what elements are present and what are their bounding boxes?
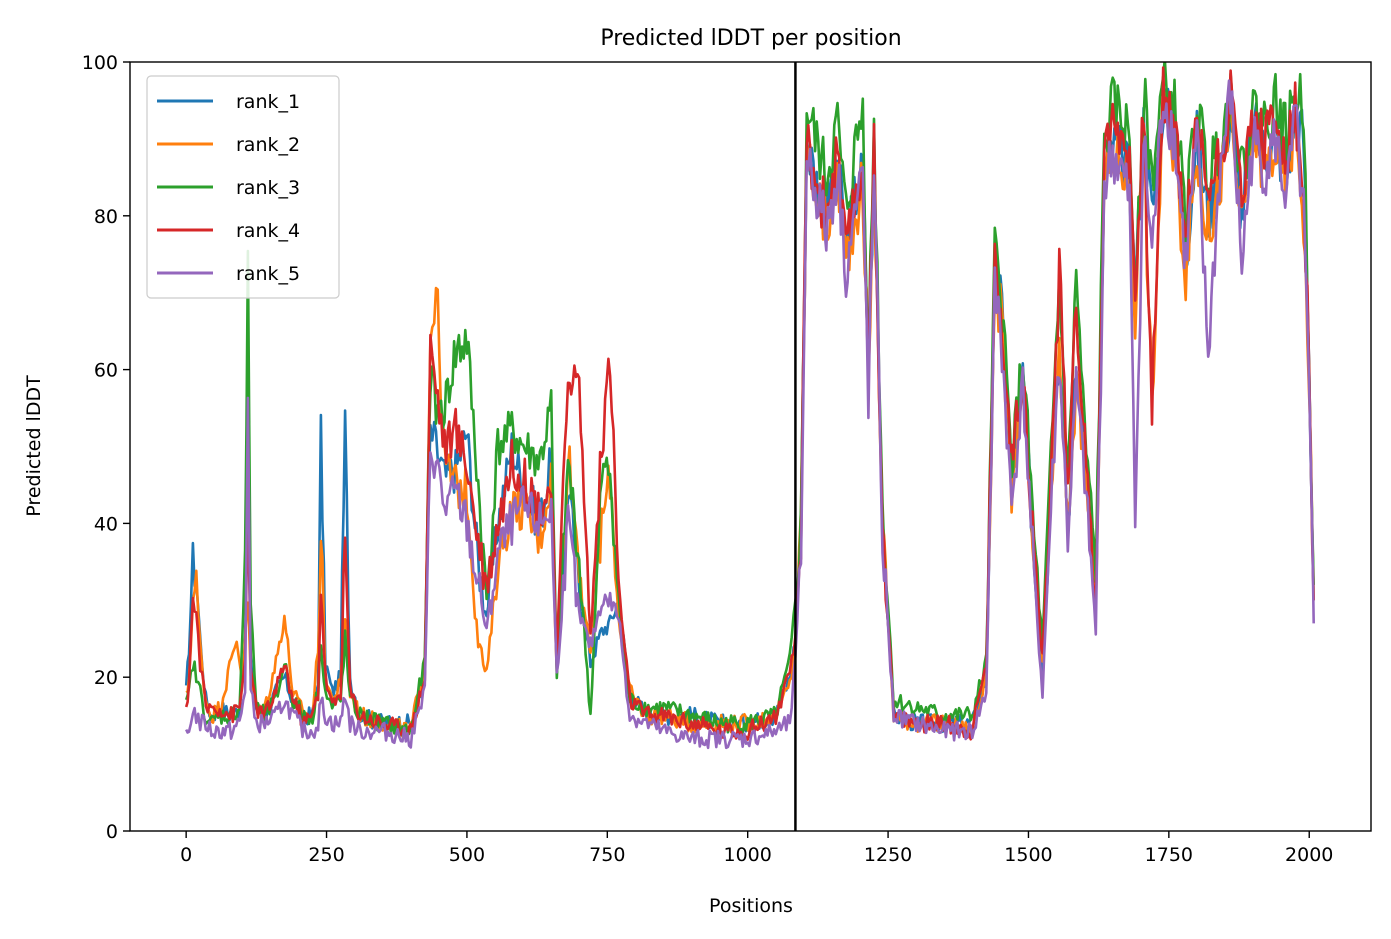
plot-frame <box>129 61 1372 832</box>
legend-label-rank_4: rank_4 <box>236 220 300 242</box>
x-tick-label: 1750 <box>1145 844 1193 866</box>
y-tick-label: 80 <box>94 206 118 228</box>
y-tick-label: 40 <box>94 513 118 535</box>
y-tick-label: 0 <box>106 821 118 843</box>
legend-label-rank_1: rank_1 <box>236 91 300 113</box>
x-tick-label: 500 <box>449 844 485 866</box>
x-tick-label: 2000 <box>1285 844 1333 866</box>
y-axis: 0 20 40 60 80 100 <box>82 52 130 843</box>
x-tick-label: 1000 <box>724 844 772 866</box>
x-tick-label: 0 <box>180 844 192 866</box>
x-tick-label: 750 <box>589 844 625 866</box>
x-tick-label: 1250 <box>864 844 912 866</box>
series-line-rank_5 <box>185 79 1315 750</box>
y-tick-label: 20 <box>94 667 118 689</box>
y-axis-label: Predicted lDDT <box>23 375 45 517</box>
x-tick-label: 1500 <box>1004 844 1052 866</box>
x-axis: 0 250 500 750 1000 1250 1500 1750 2000 <box>180 831 1333 866</box>
legend-box <box>146 75 340 299</box>
legend-label-rank_3: rank_3 <box>236 177 300 199</box>
x-tick-label: 250 <box>308 844 344 866</box>
legend-label-rank_2: rank_2 <box>236 134 300 156</box>
legend: rank_1 rank_2 rank_3 rank_4 rank_5 <box>146 75 340 299</box>
y-tick-label: 60 <box>94 360 118 382</box>
y-tick-label: 100 <box>82 52 118 74</box>
series-line-rank_4 <box>184 66 1315 741</box>
plot-area <box>129 61 1372 832</box>
chart-title: Predicted lDDT per position <box>600 26 901 51</box>
x-axis-label: Positions <box>709 895 793 917</box>
series-group <box>184 62 1315 750</box>
legend-label-rank_5: rank_5 <box>236 263 300 285</box>
